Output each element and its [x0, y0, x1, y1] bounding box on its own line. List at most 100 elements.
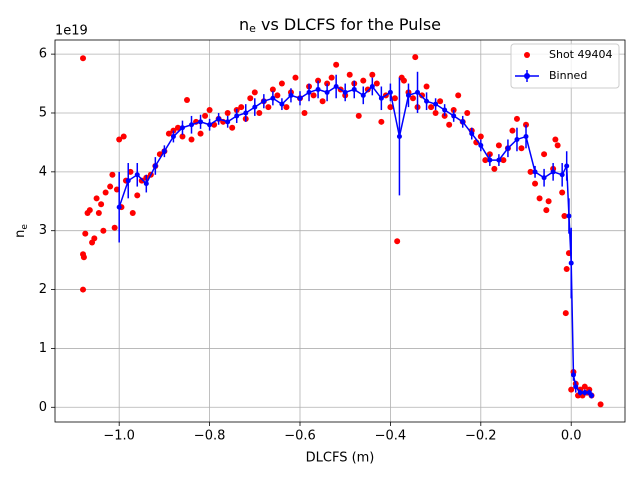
binned-marker — [116, 204, 122, 210]
data-point — [597, 401, 604, 408]
legend-label: Binned — [549, 69, 587, 82]
data-point — [369, 71, 376, 78]
data-point — [120, 133, 127, 140]
data-point — [179, 133, 186, 140]
binned-marker — [424, 98, 430, 104]
data-point — [265, 104, 272, 111]
data-point — [197, 130, 204, 137]
binned-marker — [324, 89, 330, 95]
binned-marker — [225, 119, 231, 125]
binned-marker — [297, 95, 303, 101]
binned-marker — [577, 390, 583, 396]
binned-marker — [442, 107, 448, 113]
data-point — [269, 86, 276, 93]
title-part: n — [239, 15, 249, 34]
binned-marker — [216, 116, 222, 122]
binned-marker — [369, 83, 375, 89]
y-offset-text: 1e19 — [55, 24, 88, 39]
binned-marker — [532, 169, 538, 175]
legend-marker — [524, 73, 530, 79]
data-point — [552, 136, 559, 143]
binned-marker — [134, 172, 140, 178]
title-part: vs DLCFS for the Pulse — [256, 15, 441, 34]
binned-marker — [261, 98, 267, 104]
binned-marker — [451, 113, 457, 119]
x-tick-label: −0.2 — [465, 429, 497, 444]
data-point — [455, 92, 462, 99]
grid — [55, 40, 625, 422]
data-point — [82, 230, 89, 237]
data-point — [107, 183, 114, 190]
binned-marker — [143, 181, 149, 187]
data-point — [116, 136, 123, 143]
legend-box — [510, 43, 620, 89]
data-point — [513, 115, 520, 122]
data-point — [477, 133, 484, 140]
binned-marker — [589, 393, 595, 399]
data-point — [432, 109, 439, 116]
data-point — [554, 142, 561, 149]
data-point — [98, 201, 105, 208]
y-tick-label: 3 — [39, 223, 47, 238]
binned-marker — [378, 95, 384, 101]
x-tick-label: 0.0 — [561, 429, 582, 444]
data-point — [581, 383, 588, 390]
y-tick-label: 2 — [39, 282, 47, 297]
binned-marker — [315, 86, 321, 92]
data-point — [373, 80, 380, 87]
y-label-part: n — [13, 230, 28, 238]
binned-marker — [198, 119, 204, 125]
data-point — [319, 98, 326, 105]
data-point — [138, 177, 145, 184]
binned-marker — [570, 372, 576, 378]
data-point — [127, 168, 134, 175]
data-point — [355, 112, 362, 119]
data-point — [238, 104, 245, 111]
data-point — [183, 97, 190, 104]
data-point — [333, 61, 340, 68]
data-point — [545, 198, 552, 205]
binned-marker — [279, 101, 285, 107]
plot-area — [80, 54, 604, 408]
data-point — [562, 310, 569, 317]
data-point — [563, 265, 570, 272]
x-axis-label: DLCFS (m) — [306, 451, 375, 466]
binned-marker — [566, 213, 572, 219]
data-point — [165, 130, 172, 137]
data-point — [518, 145, 525, 152]
data-point — [446, 121, 453, 128]
data-point — [423, 83, 430, 90]
data-point — [80, 55, 87, 62]
y-tick-label: 1 — [39, 341, 47, 356]
data-point — [536, 195, 543, 202]
binned-marker — [243, 110, 249, 116]
binned-marker — [161, 148, 167, 154]
binned-marker — [342, 89, 348, 95]
y-label-subscript: e — [20, 224, 30, 230]
legend-label: Shot 49404 — [549, 48, 613, 61]
data-point — [278, 80, 285, 87]
binned-marker — [351, 86, 357, 92]
data-point — [229, 124, 236, 131]
binned-marker — [573, 384, 579, 390]
y-tick-label: 4 — [39, 164, 47, 179]
data-point — [394, 238, 401, 245]
binned-marker — [170, 134, 176, 140]
binned-marker — [514, 136, 520, 142]
x-tick-label: −0.8 — [194, 429, 226, 444]
data-point — [400, 77, 407, 84]
data-point — [500, 157, 507, 164]
binned-marker — [582, 390, 588, 396]
data-point — [93, 195, 100, 202]
binned-marker — [207, 122, 213, 128]
data-point — [95, 210, 102, 217]
data-point — [256, 109, 263, 116]
data-point — [109, 171, 116, 178]
data-point — [532, 180, 539, 187]
binned-marker — [469, 131, 475, 137]
binned-marker — [405, 92, 411, 98]
chart-title: ne vs DLCFS for the Pulse — [239, 15, 441, 36]
data-point — [102, 189, 109, 196]
binned-marker — [234, 113, 240, 119]
